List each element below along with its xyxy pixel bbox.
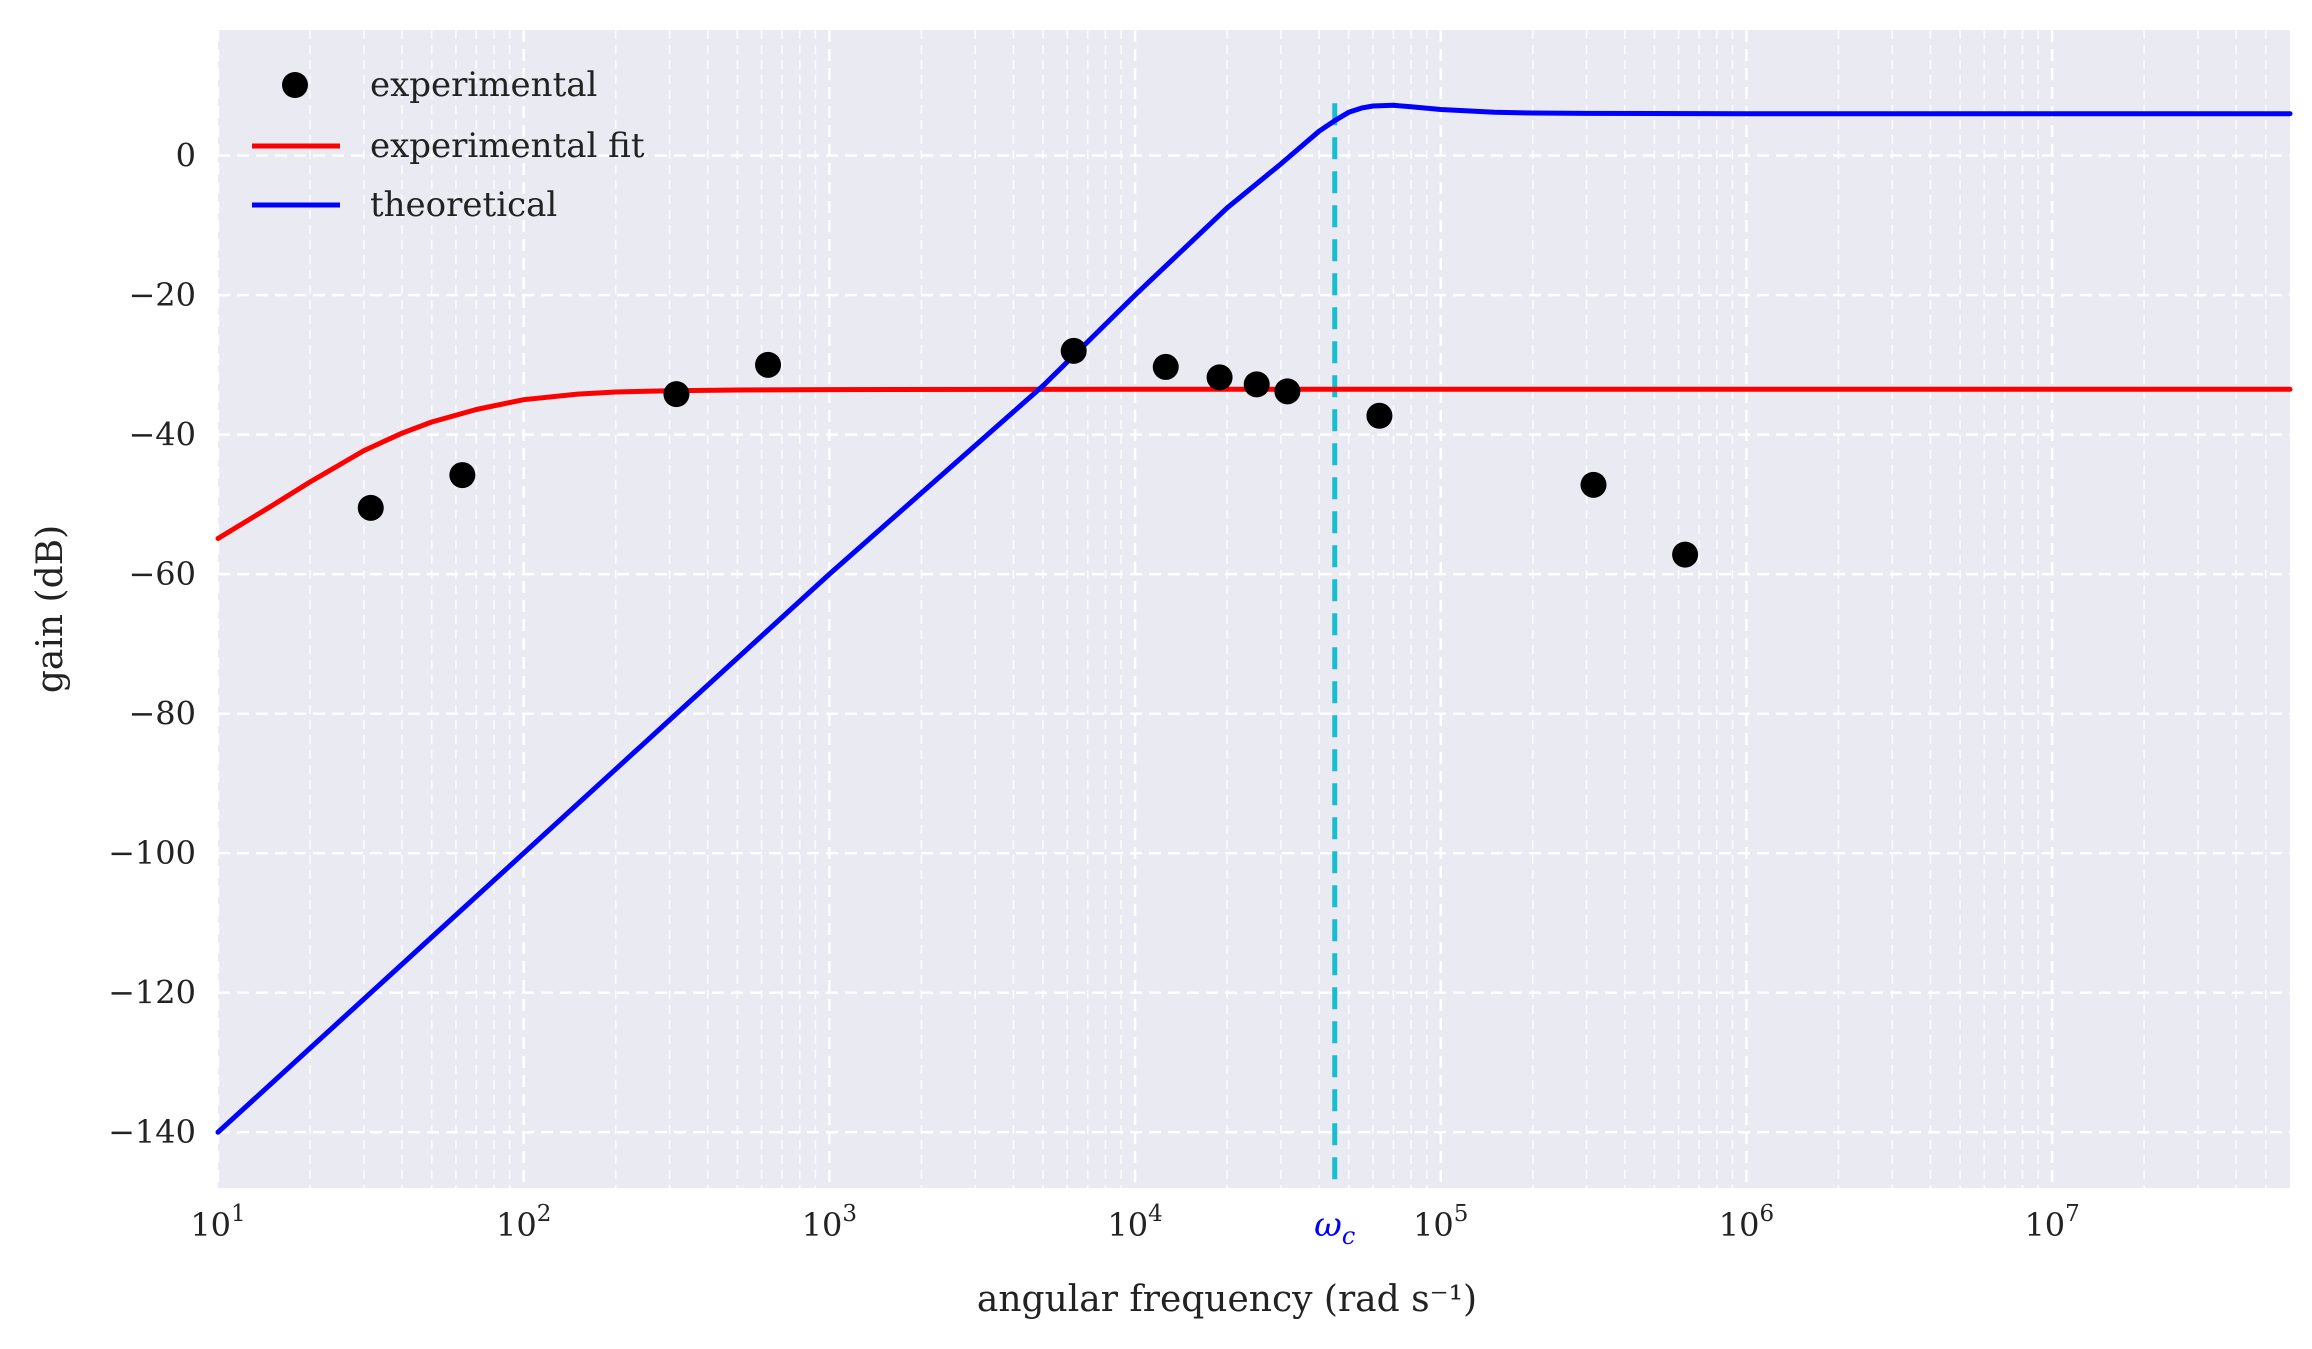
y-axis-label: gain (dB) xyxy=(30,525,71,693)
legend: experimental experimental fit theoretical xyxy=(252,65,645,225)
x-axis-label: angular frequency (rad s⁻¹) xyxy=(977,1279,1477,1320)
omega-c-label: ωc xyxy=(1314,1205,1355,1250)
experimental-point xyxy=(1672,541,1699,568)
experimental-point xyxy=(1060,337,1087,364)
legend-label: theoretical xyxy=(370,185,557,225)
x-tick-label: 107 xyxy=(2024,1201,2079,1244)
experimental-point xyxy=(1580,471,1607,498)
experimental-point xyxy=(1206,364,1233,391)
y-tick-label: −20 xyxy=(128,276,196,314)
y-tick-label: −100 xyxy=(108,834,196,872)
legend-label: experimental xyxy=(370,65,597,105)
x-tick-label: 104 xyxy=(1107,1201,1162,1244)
data-points xyxy=(357,337,1699,568)
legend-marker-experimental xyxy=(282,72,308,98)
experimental-point xyxy=(449,462,476,489)
x-tick-labels: 101 102 103 104 105 106 107 xyxy=(190,1201,2079,1244)
y-tick-label: −140 xyxy=(108,1113,196,1151)
y-tick-label: −120 xyxy=(108,974,196,1012)
x-tick-label: 102 xyxy=(496,1201,551,1244)
experimental-point xyxy=(1366,402,1393,429)
experimental-point xyxy=(1243,371,1270,398)
legend-label: experimental fit xyxy=(370,126,645,166)
x-tick-label: 105 xyxy=(1413,1201,1468,1244)
experimental-point xyxy=(663,381,690,408)
x-tick-label: 103 xyxy=(802,1201,857,1244)
x-tick-label: 101 xyxy=(190,1201,245,1244)
plot-area-background xyxy=(218,30,2290,1188)
experimental-point xyxy=(1152,353,1179,380)
experimental-point xyxy=(357,494,384,521)
experimental-point xyxy=(755,351,782,378)
y-tick-label: −80 xyxy=(128,695,196,733)
experimental-point xyxy=(1274,378,1301,405)
grid-lines xyxy=(216,30,2290,1188)
y-tick-labels: 0 −20 −40 −60 −80 −100 −120 −140 xyxy=(108,137,196,1152)
annotation-layer: ωc xyxy=(1314,103,1355,1250)
x-tick-label: 106 xyxy=(1719,1201,1774,1244)
y-tick-label: −40 xyxy=(128,416,196,454)
y-tick-label: 0 xyxy=(176,137,196,175)
y-tick-label: −60 xyxy=(128,555,196,593)
series-line-experimental-fit xyxy=(215,386,2293,541)
